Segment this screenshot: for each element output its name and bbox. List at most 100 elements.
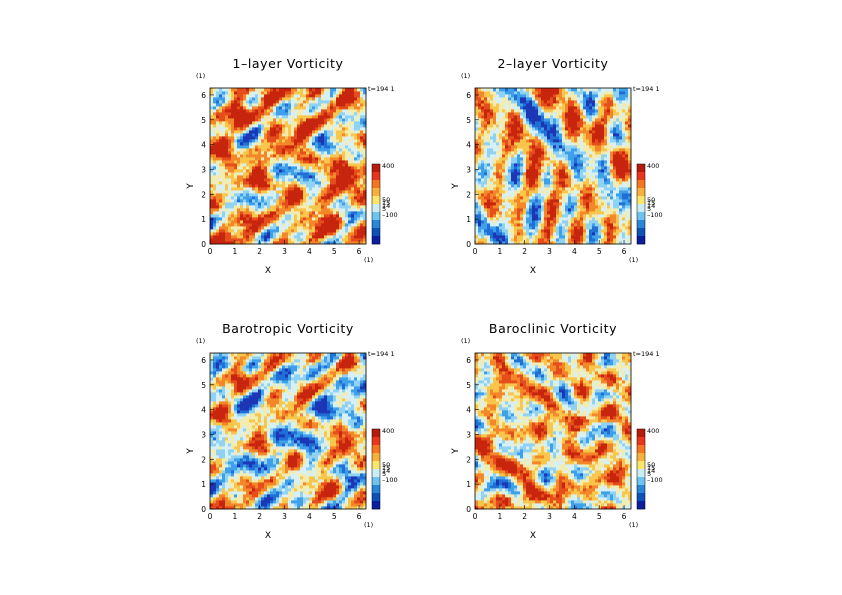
field-cell [562, 187, 566, 191]
field-cell [523, 97, 527, 101]
field-cell [216, 181, 220, 185]
field-cell [282, 109, 286, 113]
field-cell [312, 115, 316, 119]
field-cell [321, 226, 325, 230]
field-cell [324, 142, 328, 146]
field-cell [577, 118, 581, 122]
field-cell [300, 94, 304, 98]
field-cell [312, 94, 316, 98]
field-cell [315, 226, 319, 230]
field-cell [592, 193, 596, 197]
field-cell [357, 100, 361, 104]
field-cell [541, 139, 545, 143]
field-cell [583, 148, 587, 152]
field-cell [333, 151, 337, 155]
field-cell [541, 106, 545, 110]
field-cell [318, 163, 322, 167]
field-cell [517, 172, 521, 176]
field-cell [547, 115, 551, 119]
field-cell [234, 142, 238, 146]
field-cell [574, 175, 578, 179]
field-cell [243, 106, 247, 110]
field-cell [210, 184, 214, 188]
field-cell [273, 205, 277, 209]
field-cell [565, 148, 569, 152]
field-cell [532, 127, 536, 131]
field-cell [237, 118, 241, 122]
field-cell [493, 220, 497, 224]
field-cell [517, 220, 521, 224]
field-cell [252, 211, 256, 215]
field-cell [240, 109, 244, 113]
field-cell [360, 145, 364, 149]
field-cell [547, 223, 551, 227]
field-cell [595, 130, 599, 134]
field-cell [487, 91, 491, 95]
field-cell [267, 190, 271, 194]
field-cell [309, 199, 313, 203]
field-cell [288, 160, 292, 164]
field-cell [541, 91, 545, 95]
field-cell [249, 205, 253, 209]
field-cell [490, 223, 494, 227]
field-cell [475, 103, 479, 107]
field-cell [216, 130, 220, 134]
field-cell [303, 178, 307, 182]
field-cell [565, 181, 569, 185]
field-cell [562, 229, 566, 233]
field-cell [601, 196, 605, 200]
field-cell [568, 163, 572, 167]
field-cell [288, 100, 292, 104]
field-cell [240, 97, 244, 101]
field-cell [267, 163, 271, 167]
field-cell [336, 184, 340, 188]
field-cell [475, 187, 479, 191]
field-cell [330, 112, 334, 116]
field-cell [475, 229, 479, 233]
field-cell [351, 163, 355, 167]
field-cell [532, 109, 536, 113]
field-cell [514, 175, 518, 179]
field-cell [342, 154, 346, 158]
field-cell [354, 94, 358, 98]
field-cell [255, 103, 259, 107]
field-cell [571, 88, 575, 92]
field-cell [586, 112, 590, 116]
field-cell [556, 151, 560, 155]
field-cell [508, 148, 512, 152]
field-cell [496, 190, 500, 194]
field-cell [351, 202, 355, 206]
field-cell [363, 202, 367, 206]
field-cell [234, 106, 238, 110]
field-cell [249, 145, 253, 149]
field-cell [327, 208, 331, 212]
field-cell [577, 151, 581, 155]
field-cell [246, 106, 250, 110]
field-cell [285, 223, 289, 227]
field-cell [237, 184, 241, 188]
field-cell [327, 145, 331, 149]
field-cell [258, 142, 262, 146]
field-cell [568, 205, 572, 209]
field-cell [258, 100, 262, 104]
field-cell [598, 241, 602, 245]
field-cell [523, 181, 527, 185]
field-cell [559, 184, 563, 188]
field-cell [243, 235, 247, 239]
field-cell [544, 169, 548, 173]
field-cell [270, 118, 274, 122]
field-cell [544, 235, 548, 239]
field-cell [222, 154, 226, 158]
field-cell [526, 241, 530, 245]
field-cell [541, 181, 545, 185]
field-cell [553, 157, 557, 161]
field-cell [490, 211, 494, 215]
field-cell [336, 229, 340, 233]
field-cell [309, 115, 313, 119]
field-cell [595, 109, 599, 113]
field-cell [556, 181, 560, 185]
field-cell [261, 121, 265, 125]
field-cell [541, 160, 545, 164]
field-cell [318, 118, 322, 122]
field-cell [279, 163, 283, 167]
